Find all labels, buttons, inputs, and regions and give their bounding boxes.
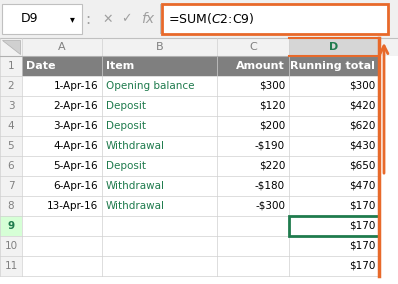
Bar <box>2 4 82 34</box>
Bar <box>0 156 22 176</box>
Text: $170: $170 <box>349 241 375 251</box>
Text: 8: 8 <box>8 201 14 211</box>
Bar <box>0 56 22 76</box>
Bar <box>22 136 379 156</box>
Text: Withdrawal: Withdrawal <box>106 181 165 191</box>
Text: C: C <box>249 42 257 52</box>
Text: ✓: ✓ <box>121 12 131 26</box>
Text: ▾: ▾ <box>70 14 74 24</box>
Text: 7: 7 <box>8 181 14 191</box>
Text: Deposit: Deposit <box>106 121 146 131</box>
Text: 5-Apr-16: 5-Apr-16 <box>53 161 98 171</box>
Bar <box>0 136 22 156</box>
Text: 1: 1 <box>8 61 14 71</box>
Text: 2-Apr-16: 2-Apr-16 <box>53 101 98 111</box>
Text: $170: $170 <box>349 221 375 231</box>
Text: -$190: -$190 <box>255 141 285 151</box>
Text: Item: Item <box>106 61 134 71</box>
Text: D: D <box>330 42 339 52</box>
Text: :: : <box>86 11 91 26</box>
Text: 6: 6 <box>8 161 14 171</box>
Text: Amount: Amount <box>236 61 285 71</box>
Bar <box>22 76 379 96</box>
Bar <box>0 176 22 196</box>
Bar <box>0 0 398 38</box>
Text: $420: $420 <box>349 101 375 111</box>
Bar <box>22 196 379 216</box>
Bar <box>289 216 379 236</box>
Bar <box>0 216 22 236</box>
Text: 3-Apr-16: 3-Apr-16 <box>53 121 98 131</box>
Text: $430: $430 <box>349 141 375 151</box>
Text: 2: 2 <box>8 81 14 91</box>
Bar <box>22 256 379 276</box>
Bar <box>22 116 379 136</box>
Text: 10: 10 <box>4 241 18 251</box>
Text: $300: $300 <box>259 81 285 91</box>
Bar <box>0 196 22 216</box>
Bar <box>22 56 379 76</box>
Text: $120: $120 <box>259 101 285 111</box>
Text: 6-Apr-16: 6-Apr-16 <box>53 181 98 191</box>
Text: $620: $620 <box>349 121 375 131</box>
Text: 9: 9 <box>8 221 15 231</box>
Text: 11: 11 <box>4 261 18 271</box>
Text: =SUM($C$2:C9): =SUM($C$2:C9) <box>168 11 255 26</box>
Text: Running total: Running total <box>290 61 375 71</box>
Text: $650: $650 <box>349 161 375 171</box>
Text: fx: fx <box>141 12 154 26</box>
Bar <box>162 4 388 34</box>
Bar <box>22 156 379 176</box>
Bar <box>0 236 22 256</box>
Bar <box>0 256 22 276</box>
Text: -$300: -$300 <box>255 201 285 211</box>
Text: 4-Apr-16: 4-Apr-16 <box>53 141 98 151</box>
Bar <box>22 96 379 116</box>
Bar <box>22 176 379 196</box>
Bar <box>22 216 379 236</box>
Text: Date: Date <box>26 61 55 71</box>
Bar <box>0 116 22 136</box>
Text: $170: $170 <box>349 261 375 271</box>
Text: $300: $300 <box>349 81 375 91</box>
Bar <box>289 38 379 56</box>
Bar <box>160 4 161 34</box>
Bar <box>0 76 22 96</box>
Text: 4: 4 <box>8 121 14 131</box>
Text: 1-Apr-16: 1-Apr-16 <box>53 81 98 91</box>
Text: $470: $470 <box>349 181 375 191</box>
Text: Withdrawal: Withdrawal <box>106 141 165 151</box>
Polygon shape <box>2 40 20 54</box>
Text: $200: $200 <box>259 121 285 131</box>
Text: 3: 3 <box>8 101 14 111</box>
Text: ✕: ✕ <box>103 12 113 26</box>
Bar <box>0 96 22 116</box>
Text: A: A <box>58 42 66 52</box>
Text: Withdrawal: Withdrawal <box>106 201 165 211</box>
Text: B: B <box>156 42 163 52</box>
Text: Deposit: Deposit <box>106 161 146 171</box>
Bar <box>22 236 379 256</box>
Bar <box>0 38 398 56</box>
Text: 13-Apr-16: 13-Apr-16 <box>47 201 98 211</box>
Text: $220: $220 <box>259 161 285 171</box>
Text: Opening balance: Opening balance <box>106 81 195 91</box>
Text: D9: D9 <box>21 12 39 26</box>
Text: $170: $170 <box>349 201 375 211</box>
Text: -$180: -$180 <box>255 181 285 191</box>
Text: 5: 5 <box>8 141 14 151</box>
Text: Deposit: Deposit <box>106 101 146 111</box>
